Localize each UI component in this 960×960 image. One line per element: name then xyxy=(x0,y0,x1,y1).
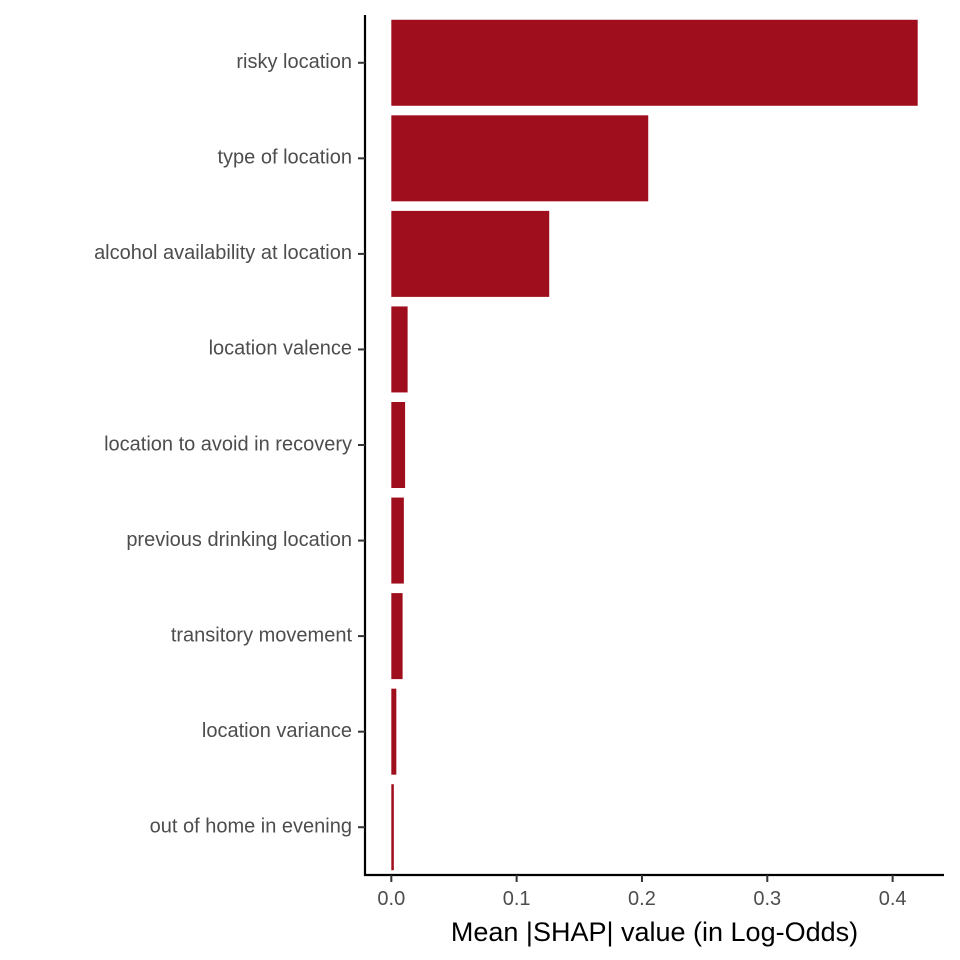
x-tick-label: 0.3 xyxy=(753,888,781,910)
bar-location-valence xyxy=(391,306,408,393)
y-tick-label: type of location xyxy=(217,147,352,169)
bar-previous-drinking-location xyxy=(391,497,404,584)
y-tick-label: location to avoid in recovery xyxy=(104,433,352,455)
y-tick-label: risky location xyxy=(236,51,352,73)
y-tick-label: transitory movement xyxy=(171,624,353,646)
y-tick-label: location valence xyxy=(209,338,352,360)
x-tick-label: 0.4 xyxy=(879,888,907,910)
x-tick-label: 0.1 xyxy=(503,888,531,910)
y-tick-label: out of home in evening xyxy=(150,816,352,838)
bar-location-variance xyxy=(391,688,397,775)
bar-location-to-avoid-in-recovery xyxy=(391,402,406,488)
bar-type-of-location xyxy=(391,115,649,202)
y-axis: risky location type of location alcohol av… xyxy=(94,15,367,876)
x-ticks: 0.0 0.1 0.2 0.3 0.4 xyxy=(377,875,907,910)
y-tick-label: previous drinking location xyxy=(126,529,352,551)
y-tick-label: location variance xyxy=(202,720,352,742)
bar-risky-location xyxy=(391,19,918,106)
bar-out-of-home-in-evening xyxy=(391,784,394,871)
bars-group xyxy=(391,19,918,871)
bar-transitory-movement xyxy=(391,593,403,680)
y-tick-label: alcohol availability at location xyxy=(94,242,352,264)
y-ticks: risky location type of location alcohol av… xyxy=(94,51,365,838)
x-tick-label: 0.0 xyxy=(377,888,405,910)
bar-alcohol-availability-at-location xyxy=(391,210,550,297)
x-axis: 0.0 0.1 0.2 0.3 0.4 xyxy=(364,873,944,910)
x-axis-title: Mean |SHAP| value (in Log-Odds) xyxy=(451,917,858,947)
x-tick-label: 0.2 xyxy=(628,888,656,910)
